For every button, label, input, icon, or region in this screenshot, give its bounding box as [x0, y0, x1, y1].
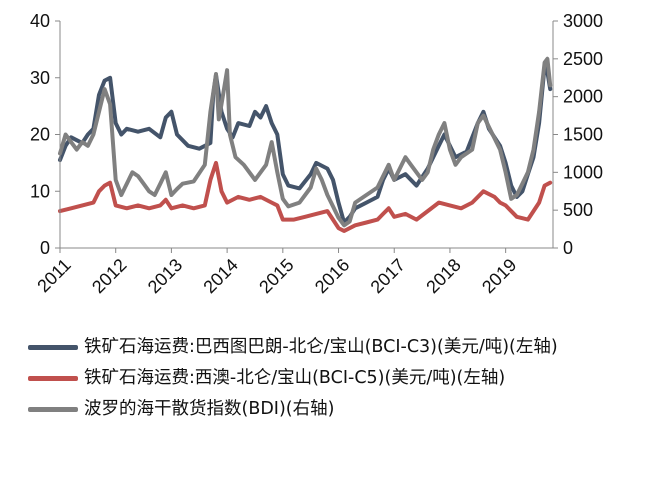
right-tick-label: 0	[563, 238, 573, 258]
x-tick-label: 2014	[199, 255, 241, 297]
left-tick-label: 0	[40, 238, 50, 258]
x-tick-label: 2013	[144, 255, 186, 297]
legend-swatch-bci-c5	[28, 376, 78, 381]
left-tick-label: 30	[30, 68, 50, 88]
x-tick-label: 2018	[422, 255, 464, 297]
left-tick-label: 20	[30, 125, 50, 145]
right-tick-label: 3000	[563, 11, 603, 31]
legend-swatch-bci-c3	[28, 345, 78, 350]
axes	[59, 21, 554, 249]
legend-label-bci-c3: 铁矿石海运费:巴西图巴朗-北仑/宝山(BCI-C3)(美元/吨)(左轴)	[84, 337, 558, 357]
x-axis-ticks: 2011 2012 2013 2014 2015 2016 2017 2018 2019	[33, 248, 520, 297]
x-tick-label: 2016	[311, 255, 353, 297]
right-tick-label: 1500	[563, 125, 603, 145]
legend-item-bci-c3: 铁矿石海运费:巴西图巴朗-北仑/宝山(BCI-C3)(美元/吨)(左轴)	[24, 333, 639, 362]
x-tick-label: 2011	[33, 255, 75, 297]
legend-label-bdi: 波罗的海干散货指数(BDI)(右轴)	[84, 399, 335, 419]
legend-swatch-bdi	[28, 407, 78, 412]
right-tick-label: 500	[563, 200, 593, 220]
right-axis-ticks: 0 500 1000 1500 2000 2500 3000	[553, 11, 603, 258]
x-tick-label: 2019	[478, 255, 520, 297]
x-tick-label: 2012	[88, 255, 130, 297]
right-tick-label: 2500	[563, 49, 603, 69]
legend-item-bci-c5: 铁矿石海运费:西澳-北仑/宝山(BCI-C5)(美元/吨)(左轴)	[24, 364, 639, 393]
x-tick-label: 2017	[367, 255, 409, 297]
legend: 铁矿石海运费:巴西图巴朗-北仑/宝山(BCI-C3)(美元/吨)(左轴) 铁矿石…	[24, 333, 639, 426]
left-tick-label: 40	[30, 11, 50, 31]
series-line-1	[58, 160, 553, 233]
series-lines	[58, 56, 553, 233]
legend-item-bdi: 波罗的海干散货指数(BDI)(右轴)	[24, 395, 639, 424]
right-tick-label: 1000	[563, 162, 603, 182]
left-axis-ticks: 0 10 20 30 40	[30, 11, 60, 258]
legend-label-bci-c5: 铁矿石海运费:西澳-北仑/宝山(BCI-C5)(美元/吨)(左轴)	[84, 368, 506, 388]
series-line-2	[58, 56, 553, 228]
x-tick-label: 2015	[255, 255, 297, 297]
right-tick-label: 2000	[563, 87, 603, 107]
left-tick-label: 10	[30, 181, 50, 201]
